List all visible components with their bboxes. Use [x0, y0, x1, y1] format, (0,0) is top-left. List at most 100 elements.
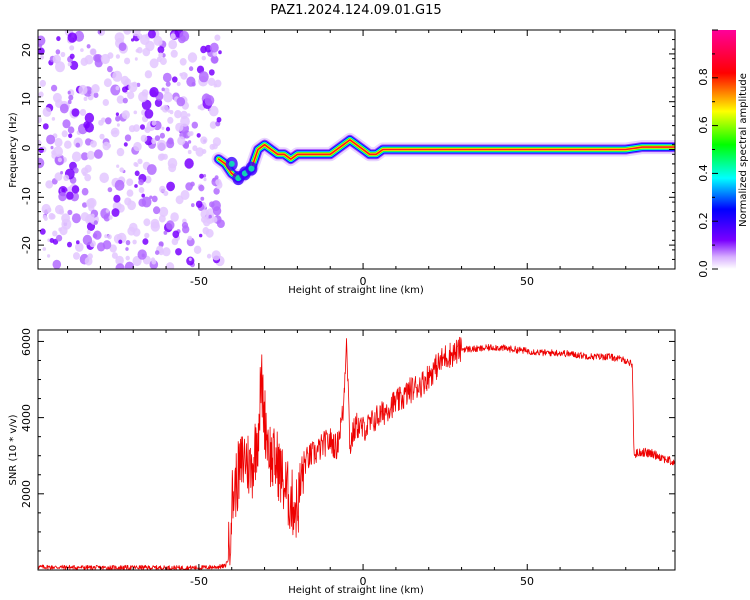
noise-blob: [167, 116, 174, 124]
noise-blob: [125, 240, 131, 246]
noise-blob: [188, 140, 192, 144]
noise-blob: [124, 78, 131, 85]
noise-blob: [51, 150, 56, 156]
noise-blob: [125, 247, 129, 251]
noise-blob: [47, 254, 51, 258]
noise-blob: [179, 58, 187, 66]
noise-blob: [68, 94, 74, 101]
top-y-tick-label: 20: [20, 43, 33, 57]
noise-blob: [69, 45, 75, 51]
noise-blob: [42, 247, 47, 251]
noise-blob: [67, 126, 75, 134]
noise-blob: [43, 216, 48, 221]
noise-blob: [104, 234, 108, 239]
bottom-x-tick-label: 50: [520, 575, 534, 588]
noise-blob: [78, 84, 88, 95]
colorbar-label: Normalized spectral amplitude: [738, 73, 749, 227]
noise-blob: [134, 57, 138, 61]
top-y-tick-label: 10: [20, 92, 33, 106]
noise-blob: [149, 195, 153, 199]
noise-blob: [147, 30, 156, 39]
noise-blob: [45, 180, 54, 189]
noise-blob: [201, 216, 207, 223]
noise-blob: [187, 52, 198, 63]
noise-blob: [177, 136, 186, 146]
noise-blob: [214, 175, 219, 180]
noise-blob: [82, 171, 87, 176]
noise-blob: [163, 190, 169, 197]
noise-blob: [115, 86, 120, 91]
noise-blob: [97, 30, 102, 35]
noise-blob: [102, 141, 111, 151]
noise-blob: [108, 215, 113, 220]
bottom-y-tick-label: 4000: [20, 404, 33, 432]
noise-blob: [187, 113, 191, 117]
noise-blob: [115, 115, 121, 122]
noise-blob: [159, 185, 166, 193]
top-x-axis-label: Height of straight line (km): [288, 285, 424, 296]
noise-blob: [161, 104, 169, 113]
noise-blob: [172, 76, 178, 83]
noise-blob: [47, 207, 52, 213]
noise-blob: [54, 137, 63, 147]
noise-blob: [157, 46, 165, 54]
top-y-tick-label: 0: [20, 145, 33, 152]
noise-blob: [216, 117, 222, 123]
snr-panel: -50 0 50 Height of straight line (km) 20…: [8, 328, 676, 596]
noise-blob: [140, 134, 148, 143]
noise-blob: [161, 126, 165, 130]
noise-blob: [123, 142, 128, 147]
noise-blob: [116, 147, 125, 157]
noise-blob: [170, 33, 176, 40]
noise-blob: [62, 119, 71, 129]
noise-blob: [124, 134, 132, 142]
noise-blob: [199, 233, 203, 238]
noise-blob: [55, 49, 61, 55]
noise-blob: [80, 152, 89, 161]
snr-series-line: [38, 336, 675, 570]
noise-blob: [149, 87, 159, 98]
noise-blob: [208, 69, 215, 76]
noise-blob: [218, 50, 222, 55]
noise-blob: [144, 128, 148, 132]
noise-blob: [212, 177, 216, 182]
noise-blob: [121, 110, 130, 120]
noise-blob: [187, 149, 192, 155]
noise-blob: [175, 248, 182, 256]
noise-blob: [151, 195, 158, 203]
noise-blob: [123, 30, 132, 35]
noise-blob: [115, 255, 124, 266]
noise-blob: [195, 200, 203, 208]
noise-blob: [69, 53, 75, 59]
top-y-axis-label: Frequency (Hz): [8, 112, 19, 188]
noise-blob: [206, 253, 212, 259]
noise-blob: [179, 30, 190, 42]
noise-blob: [215, 178, 222, 186]
noise-blob: [198, 71, 209, 83]
noise-blob: [105, 117, 112, 125]
noise-blob: [137, 33, 143, 40]
noise-blob: [133, 110, 138, 115]
noise-blob: [82, 202, 88, 208]
noise-blob: [56, 36, 61, 42]
noise-blob: [111, 131, 115, 135]
noise-blob: [179, 72, 183, 77]
noise-blob: [99, 133, 105, 140]
noise-blob: [137, 158, 143, 165]
noise-blob: [38, 116, 42, 124]
noise-blob: [60, 171, 64, 175]
noise-blob: [180, 190, 190, 200]
noise-blob: [165, 220, 175, 230]
noise-blob: [42, 107, 52, 117]
noise-blob: [116, 95, 125, 104]
noise-blob: [209, 201, 215, 208]
noise-blob: [68, 133, 73, 139]
noise-blob: [195, 147, 204, 157]
noise-blob: [61, 130, 68, 138]
noise-blob: [73, 167, 79, 174]
noise-blob: [56, 234, 63, 242]
noise-blob: [185, 182, 193, 191]
noise-blob: [126, 178, 134, 186]
noise-blob: [67, 241, 72, 248]
noise-blob: [127, 226, 136, 236]
